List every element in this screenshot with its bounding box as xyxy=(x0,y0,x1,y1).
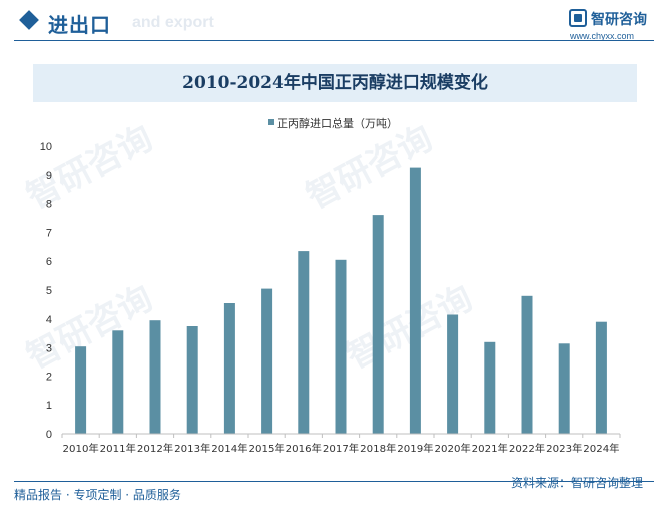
y-tick-label: 1 xyxy=(46,400,52,412)
x-tick-label: 2017年 xyxy=(323,442,359,455)
bar xyxy=(595,321,607,434)
bar xyxy=(298,251,310,434)
bar xyxy=(335,259,347,434)
x-tick-label: 2021年 xyxy=(472,442,508,455)
header-divider xyxy=(14,40,654,41)
y-tick-label: 0 xyxy=(46,429,52,441)
bar xyxy=(261,288,273,434)
chart-title-band: 2010-2024年中国正丙醇进口规模变化 xyxy=(33,64,637,102)
y-tick-label: 8 xyxy=(46,199,52,211)
bar xyxy=(186,326,198,434)
x-tick-label: 2019年 xyxy=(397,442,433,455)
x-tick-label: 2016年 xyxy=(286,442,322,455)
bar xyxy=(409,167,421,434)
bar xyxy=(447,314,459,434)
logo-url: www.chyxx.com xyxy=(570,31,635,41)
x-tick-label: 2020年 xyxy=(435,442,471,455)
y-tick-label: 9 xyxy=(46,170,52,182)
logo-text: 智研咨询 xyxy=(591,12,647,28)
bar xyxy=(149,320,161,434)
x-tick-label: 2013年 xyxy=(174,442,210,455)
y-tick-label: 5 xyxy=(46,285,52,297)
header-bar: 进出口 and export 智研咨询 www.chyxx.com xyxy=(0,0,669,44)
legend-label: 正丙醇进口总量（万吨） xyxy=(277,117,398,130)
x-tick-label: 2023年 xyxy=(546,442,582,455)
y-tick-label: 10 xyxy=(40,141,52,153)
y-tick-label: 4 xyxy=(46,314,52,326)
bar xyxy=(223,303,235,434)
bar xyxy=(558,343,570,434)
footer-slogan: 精品报告 · 专项定制 · 品质服务 xyxy=(14,488,181,502)
bar xyxy=(372,215,384,434)
chart-title: 2010-2024年中国正丙醇进口规模变化 xyxy=(182,73,488,93)
y-tick-label: 3 xyxy=(46,343,52,355)
footer-divider xyxy=(14,481,654,482)
section-subtitle: and export xyxy=(132,14,214,31)
y-tick-label: 2 xyxy=(46,371,52,383)
x-tick-label: 2010年 xyxy=(63,442,99,455)
legend-swatch xyxy=(268,119,274,125)
x-tick-label: 2018年 xyxy=(360,442,396,455)
bar xyxy=(75,346,87,434)
x-tick-label: 2022年 xyxy=(509,442,545,455)
section-title: 进出口 xyxy=(48,13,111,37)
x-tick-label: 2024年 xyxy=(583,442,619,455)
x-tick-label: 2011年 xyxy=(100,442,136,455)
x-tick-label: 2012年 xyxy=(137,442,173,455)
x-tick-label: 2015年 xyxy=(249,442,285,455)
y-tick-label: 6 xyxy=(46,256,52,268)
y-tick-label: 7 xyxy=(46,227,52,239)
bar xyxy=(521,295,533,434)
bar xyxy=(112,330,124,434)
bar xyxy=(484,341,496,434)
logo-icon xyxy=(569,9,587,27)
x-tick-label: 2014年 xyxy=(211,442,247,455)
source-note: 资料来源：智研咨询整理 xyxy=(511,476,644,490)
